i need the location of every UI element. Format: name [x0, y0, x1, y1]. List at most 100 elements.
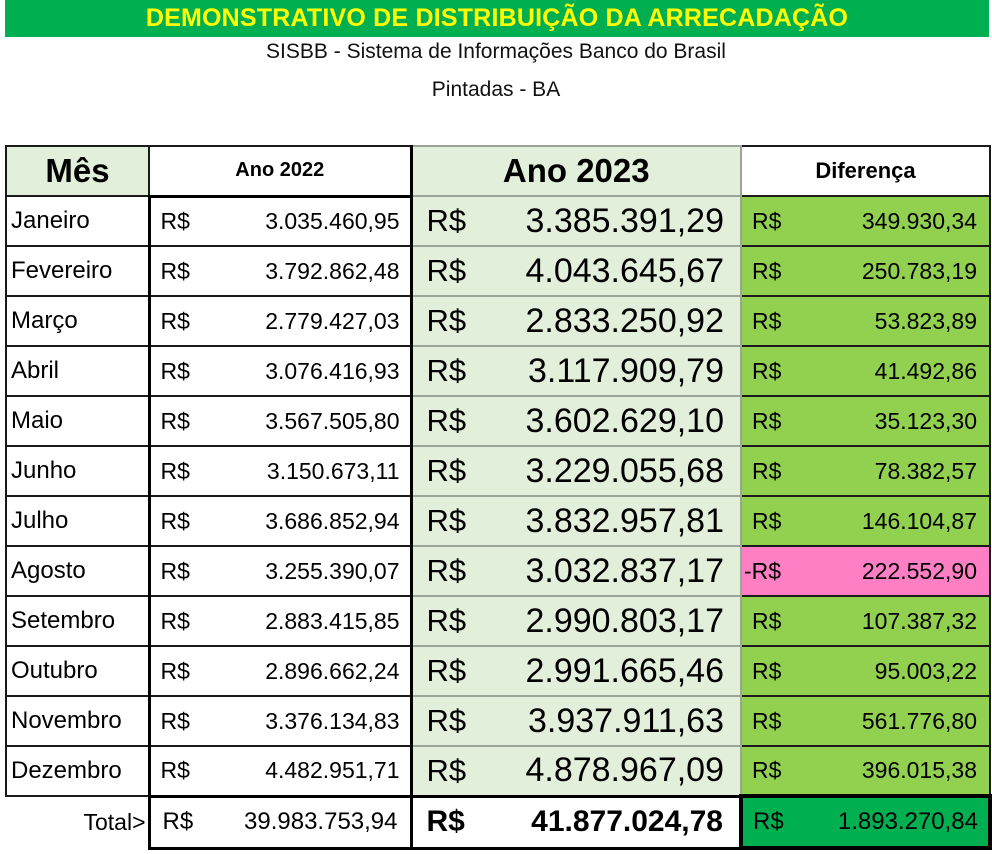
diferenca-cell: R$ 78.382,57	[740, 445, 991, 497]
diferenca-value: 222.552,90	[861, 557, 977, 584]
value-2022-cell: R$ 3.376.134,83	[147, 695, 413, 747]
currency-symbol: R$	[752, 657, 782, 684]
table-row: Dezembro R$ 4.482.951,71 R$ 4.878.967,09 R$ 39…	[5, 745, 991, 797]
value-2022: 3.150.673,11	[266, 457, 400, 484]
diferenca-cell: R$ 250.783,19	[740, 245, 991, 297]
header-mes: Mês	[5, 145, 150, 197]
currency-symbol: R$	[160, 407, 190, 434]
currency-symbol: R$	[160, 657, 190, 684]
value-2023-cell: R$ 4.878.967,09	[410, 745, 742, 797]
currency-symbol: R$	[160, 307, 190, 334]
value-2022-cell: R$ 4.482.951,71	[147, 745, 413, 797]
banner-title: DEMONSTRATIVO DE DISTRIBUIÇÃO DA ARRECAD…	[145, 4, 849, 32]
diferenca-value: 35.123,30	[874, 407, 977, 434]
currency-symbol: R$	[752, 457, 782, 484]
diferenca-cell: R$ 107.387,32	[740, 595, 991, 647]
currency-symbol: R$	[426, 805, 465, 838]
value-2023: 4.043.645,67	[525, 251, 724, 290]
table-row: Julho R$ 3.686.852,94 R$ 3.832.957,81 R$ 146.1…	[5, 495, 991, 547]
value-2022-cell: R$ 3.255.390,07	[147, 545, 413, 597]
value-2022: 2.896.662,24	[265, 657, 400, 684]
month-cell: Julho	[5, 495, 150, 547]
value-2022: 3.255.390,07	[265, 557, 400, 584]
table-row: Agosto R$ 3.255.390,07 R$ 3.032.837,17 -R$ 222…	[5, 545, 991, 597]
diferenca-value: 349.930,34	[861, 207, 977, 234]
value-2022-cell: R$ 2.779.427,03	[147, 295, 413, 347]
currency-symbol: R$	[160, 707, 190, 734]
currency-symbol: R$	[160, 757, 190, 784]
diferenca-cell: R$ 95.003,22	[740, 645, 991, 697]
month-cell: Abril	[5, 345, 150, 397]
value-2023: 3.229.055,68	[525, 451, 724, 490]
total-label: Total>	[6, 796, 149, 848]
currency-symbol: R$	[426, 453, 467, 488]
value-2023-cell: R$ 3.117.909,79	[410, 345, 742, 397]
diferenca-value: 146.104,87	[861, 507, 977, 534]
value-2023-cell: R$ 2.991.665,46	[410, 645, 742, 697]
table-row: Fevereiro R$ 3.792.862,48 R$ 4.043.645,67 R$ 2…	[5, 245, 991, 297]
month-cell: Setembro	[5, 595, 150, 647]
total-2023-cell: R$ 41.877.024,78	[409, 794, 743, 850]
currency-symbol: R$	[160, 607, 190, 634]
currency-symbol: R$	[752, 607, 782, 634]
diferenca-cell: R$ 349.930,34	[740, 195, 991, 247]
value-2023: 2.833.250,92	[525, 301, 724, 340]
currency-symbol: R$	[426, 553, 467, 588]
subtitle-location: Pintadas - BA	[431, 78, 561, 101]
currency-symbol: R$	[752, 707, 782, 734]
revenue-table: Mês Ano 2022 Ano 2023 Diferença Janeiro R…	[5, 145, 992, 850]
diferenca-cell: R$ 35.123,30	[740, 395, 991, 447]
value-2023: 3.937.911,63	[528, 701, 724, 740]
month-cell: Outubro	[5, 645, 150, 697]
diferenca-value: 41.492,86	[874, 357, 977, 384]
table-row: Setembro R$ 2.883.415,85 R$ 2.990.803,17 R$ 10…	[5, 595, 991, 647]
value-2022: 3.686.852,94	[265, 507, 400, 534]
month-cell: Novembro	[5, 695, 150, 747]
value-2022-cell: R$ 3.076.416,93	[147, 345, 413, 397]
currency-symbol: R$	[426, 603, 467, 638]
diferenca-cell: -R$ 222.552,90	[740, 545, 991, 597]
currency-symbol: R$	[160, 257, 190, 284]
value-2022: 3.376.134,83	[265, 707, 400, 734]
value-2022-cell: R$ 3.686.852,94	[147, 495, 413, 547]
currency-symbol: R$	[752, 307, 782, 334]
value-2023-cell: R$ 4.043.645,67	[410, 245, 742, 297]
value-2023-cell: R$ 3.602.629,10	[410, 395, 742, 447]
diferenca-value: 561.776,80	[861, 707, 977, 734]
value-2023: 3.032.837,17	[525, 551, 724, 590]
month-cell: Junho	[5, 445, 150, 497]
diferenca-value: 53.823,89	[874, 307, 977, 334]
value-2022: 4.482.951,71	[265, 757, 400, 784]
total-2023-value: 41.877.024,78	[531, 805, 723, 838]
currency-symbol: R$	[160, 557, 190, 584]
currency-symbol: -R$	[744, 557, 782, 584]
value-2022-cell: R$ 3.792.862,48	[147, 245, 413, 297]
value-2022-cell: R$ 3.150.673,11	[147, 445, 413, 497]
currency-symbol: R$	[426, 353, 467, 388]
value-2023: 2.990.803,17	[525, 601, 724, 640]
table-row: Outubro R$ 2.896.662,24 R$ 2.991.665,46 R$ 95.…	[5, 645, 991, 697]
month-cell: Agosto	[5, 545, 150, 597]
value-2023: 2.991.665,46	[525, 651, 724, 690]
diferenca-value: 78.382,57	[874, 457, 977, 484]
value-2023: 4.878.967,09	[525, 751, 724, 790]
table-row: Novembro R$ 3.376.134,83 R$ 3.937.911,63 R$ 56…	[5, 695, 991, 747]
diferenca-cell: R$ 53.823,89	[740, 295, 991, 347]
total-dif-value: 1.893.270,84	[837, 808, 978, 835]
diferenca-value: 396.015,38	[861, 757, 977, 783]
diferenca-value: 250.783,19	[861, 257, 977, 284]
currency-symbol: R$	[426, 503, 467, 538]
value-2023-cell: R$ 3.032.837,17	[410, 545, 742, 597]
month-cell: Dezembro	[5, 745, 150, 797]
currency-symbol: R$	[160, 357, 190, 384]
header-row: Mês Ano 2022 Ano 2023 Diferença	[5, 145, 991, 198]
value-2023: 3.602.629,10	[525, 401, 724, 440]
table-row: Maio R$ 3.567.505,80 R$ 3.602.629,10 R$ 35.123…	[5, 395, 991, 447]
currency-symbol: R$	[752, 507, 782, 534]
page-banner: DEMONSTRATIVO DE DISTRIBUIÇÃO DA ARRECAD…	[5, 0, 989, 37]
table-row: Junho R$ 3.150.673,11 R$ 3.229.055,68 R$ 78.38…	[5, 445, 991, 497]
table-row: Janeiro R$ 3.035.460,95 R$ 3.385.391,29 R$ 349…	[5, 195, 991, 247]
value-2023-cell: R$ 3.385.391,29	[410, 195, 742, 247]
value-2023-cell: R$ 3.229.055,68	[410, 445, 742, 497]
month-cell: Março	[5, 295, 150, 347]
